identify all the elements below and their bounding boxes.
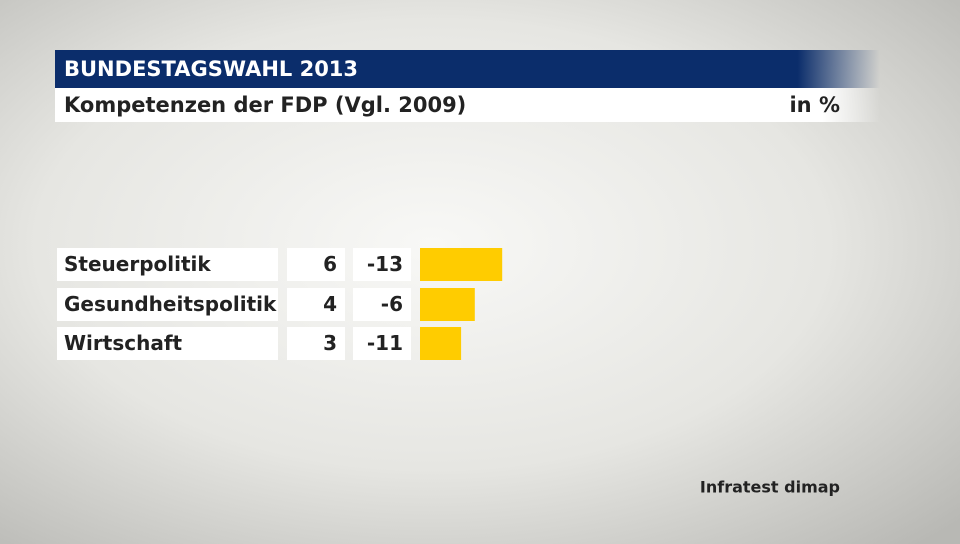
label-box (57, 248, 278, 281)
value-label: 3 (323, 331, 337, 355)
subtitle-bar (55, 88, 880, 122)
value-box (287, 288, 345, 321)
value-label: 6 (323, 252, 337, 276)
source: Infratest dimap (700, 478, 840, 497)
bar (420, 288, 475, 321)
unit-label: in % (789, 93, 840, 117)
title-bar (55, 50, 880, 88)
category-label: Steuerpolitik (64, 252, 211, 276)
change-label: -11 (367, 331, 403, 355)
value-label: 4 (323, 292, 337, 316)
change-label: -6 (381, 292, 403, 316)
label-box (57, 327, 278, 360)
change-box (353, 327, 411, 360)
category-label: Wirtschaft (64, 331, 183, 355)
change-box (353, 288, 411, 321)
chart-title: BUNDESTAGSWAHL 2013 (64, 57, 358, 81)
bar (420, 248, 503, 281)
category-label: Gesundheitspolitik (64, 292, 277, 316)
label-box (57, 288, 278, 321)
value-box (287, 327, 345, 360)
value-box (287, 248, 345, 281)
change-label: -13 (367, 252, 403, 276)
change-box (353, 248, 411, 281)
chart-subtitle: Kompetenzen der FDP (Vgl. 2009) (64, 93, 466, 117)
bar (420, 327, 462, 360)
